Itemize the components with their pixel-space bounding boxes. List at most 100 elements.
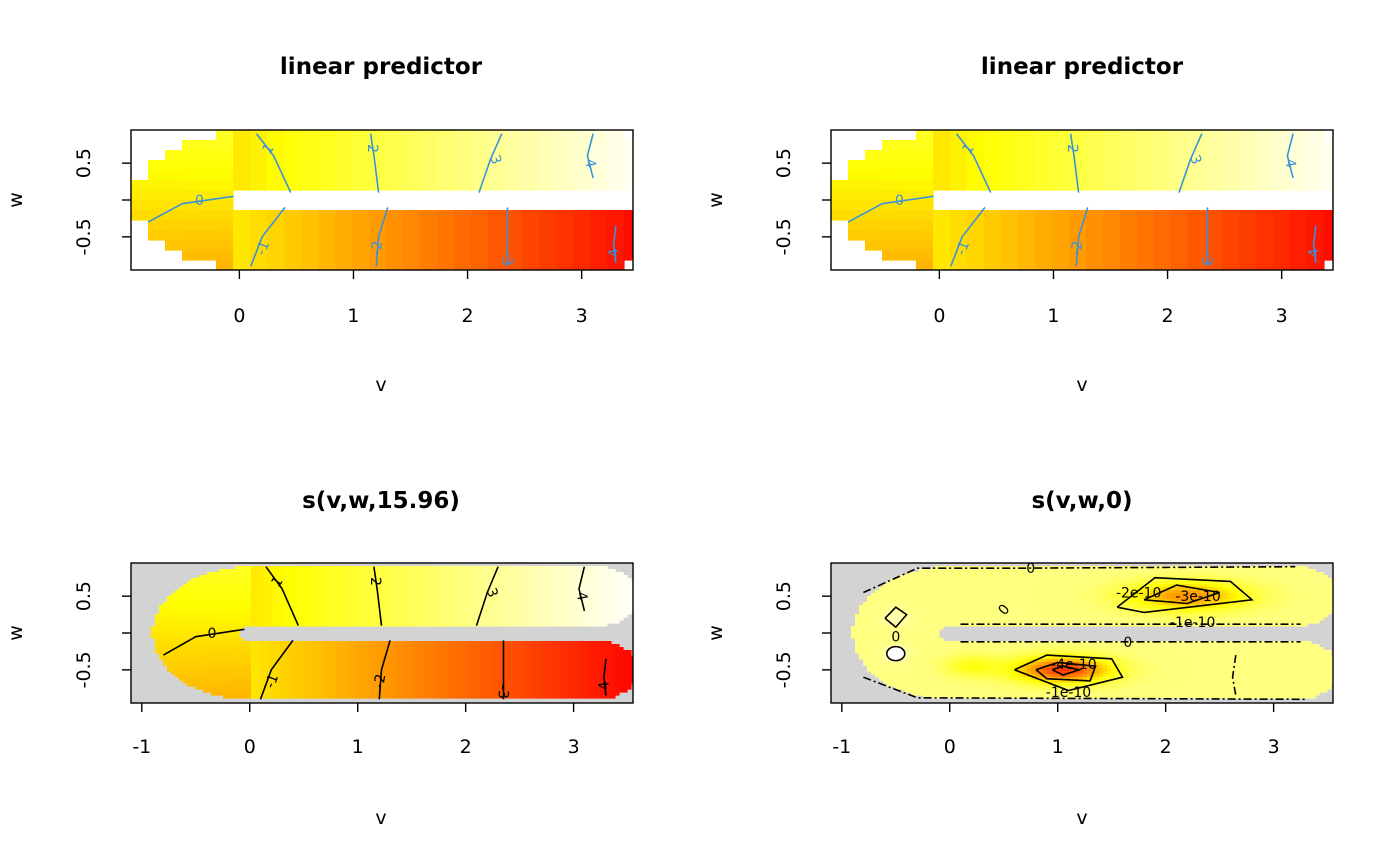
heat-cell <box>215 599 220 603</box>
heat-cell <box>291 572 296 576</box>
heat-cell <box>403 611 408 615</box>
heat-cell <box>459 608 464 612</box>
heat-cell <box>327 593 332 597</box>
heat-cell <box>511 614 516 618</box>
heat-cell <box>299 584 304 588</box>
heat-cell <box>447 674 452 678</box>
heat-cell <box>227 635 232 639</box>
heat-cell <box>275 566 280 570</box>
heat-cell <box>399 569 404 573</box>
heat-cell <box>335 160 353 171</box>
heat-cell <box>527 674 532 678</box>
heat-cell <box>407 644 412 648</box>
heat-cell <box>199 632 204 636</box>
heat-cell <box>207 629 212 633</box>
heat-cell <box>455 617 460 621</box>
heat-cell <box>239 623 244 627</box>
heat-cell <box>295 575 300 579</box>
heat-cell <box>551 668 556 672</box>
heat-cell <box>395 578 400 582</box>
heat-cell <box>243 650 248 654</box>
heat-cell <box>619 653 624 657</box>
heat-cell <box>527 590 532 594</box>
heat-cell <box>559 578 564 582</box>
heat-cell <box>475 671 480 675</box>
heat-cell <box>215 647 220 651</box>
heat-cell <box>571 596 576 600</box>
heat-cell <box>223 608 228 612</box>
heat-cell <box>363 578 368 582</box>
heat-cell <box>327 590 332 594</box>
heat-cell <box>511 578 516 582</box>
heat-cell <box>454 150 472 161</box>
heat-cell <box>319 662 324 666</box>
heat-cell <box>471 650 476 654</box>
heat-cell <box>1324 250 1333 261</box>
heat-cell <box>899 240 917 251</box>
heat-cell <box>567 596 572 600</box>
heat-cell <box>499 602 504 606</box>
heat-cell <box>371 605 376 609</box>
heat-cell <box>347 647 352 651</box>
heat-cell <box>219 605 224 609</box>
heat-cell <box>159 638 164 642</box>
heat-cell <box>623 593 628 597</box>
heat-cell <box>359 674 364 678</box>
heat-cell <box>299 650 304 654</box>
heat-cell <box>1052 150 1070 161</box>
heat-cell <box>590 230 608 241</box>
heat-cell <box>619 587 624 591</box>
heat-cell <box>399 677 404 681</box>
heat-cell <box>239 566 244 570</box>
heat-cell <box>522 230 540 241</box>
heat-cell <box>355 677 360 681</box>
heat-cell <box>1290 130 1308 141</box>
heat-cell <box>447 641 452 645</box>
heat-cell <box>148 230 166 241</box>
heat-cell <box>307 611 312 615</box>
heat-cell <box>590 260 608 270</box>
heat-cell <box>499 680 504 684</box>
heat-cell <box>1273 180 1291 191</box>
heat-cell <box>175 671 180 675</box>
heat-cell <box>167 668 172 672</box>
heat-cell <box>275 578 280 582</box>
heat-cell <box>291 656 296 660</box>
heat-cell <box>1069 130 1087 141</box>
heat-cell <box>207 671 212 675</box>
heat-cell <box>475 569 480 573</box>
heat-cell <box>195 593 200 597</box>
heat-cell <box>347 620 352 624</box>
heat-cell <box>627 596 632 600</box>
heat-cell <box>243 662 248 666</box>
heat-cell <box>555 677 560 681</box>
heat-cell <box>1290 160 1308 171</box>
heat-cell <box>607 686 612 690</box>
heat-cell <box>347 656 352 660</box>
heat-cell <box>343 608 348 612</box>
heat-cell <box>579 608 584 612</box>
heat-cell <box>1137 210 1155 221</box>
heat-cell <box>483 584 488 588</box>
heat-cell <box>615 587 620 591</box>
heat-cell <box>363 683 368 687</box>
heat-cell <box>539 617 544 621</box>
heat-cell <box>271 644 276 648</box>
heat-cell <box>916 230 934 241</box>
heat-cell <box>619 659 624 663</box>
heat-cell <box>491 593 496 597</box>
heat-cell <box>1120 160 1138 171</box>
heat-cell <box>235 617 240 621</box>
contour-label: -2 <box>1068 240 1086 257</box>
heat-cell <box>1188 250 1206 261</box>
heat-cell <box>391 602 396 606</box>
heat-cell <box>865 200 883 211</box>
heat-cell <box>1324 170 1333 181</box>
heat-cell <box>283 608 288 612</box>
heat-cell <box>1018 140 1036 151</box>
heat-cell <box>575 578 580 582</box>
heat-cell <box>1273 240 1291 251</box>
heat-cell <box>307 584 312 588</box>
heat-cell <box>167 632 172 636</box>
heat-cell <box>511 662 516 666</box>
